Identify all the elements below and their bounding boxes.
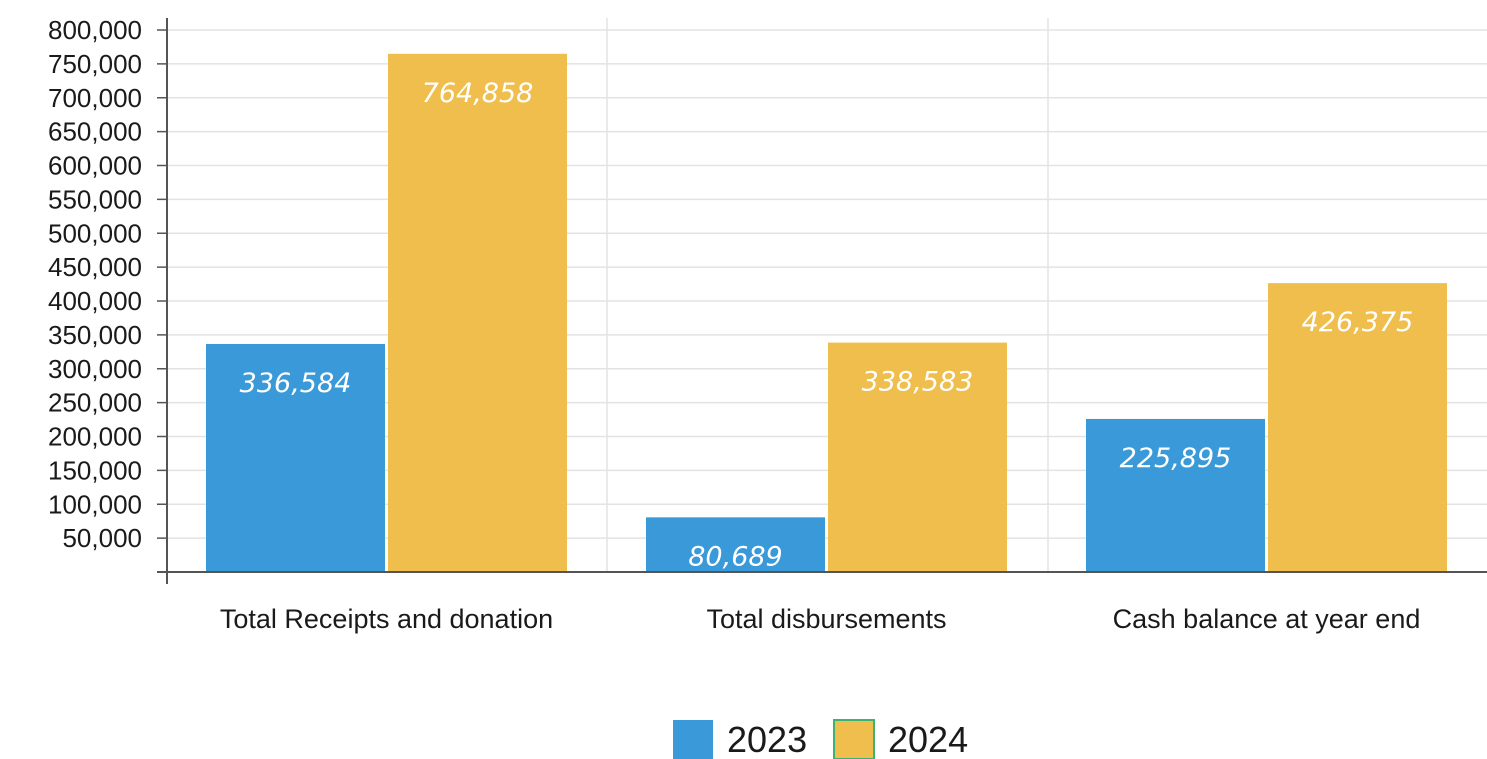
y-tick-label: 700,000 bbox=[48, 83, 142, 113]
bar-2023-2 bbox=[1086, 418, 1265, 572]
axis-layer bbox=[157, 18, 1487, 584]
data-label: 426,375 bbox=[1302, 307, 1414, 338]
y-tick-label: 300,000 bbox=[48, 354, 142, 384]
y-tick-label: 150,000 bbox=[48, 455, 142, 485]
legend-label-2023: 2023 bbox=[727, 719, 807, 759]
legend: 2023 2024 bbox=[673, 719, 968, 759]
legend-label-2024: 2024 bbox=[888, 719, 968, 759]
y-tick-label: 50,000 bbox=[62, 523, 142, 553]
bar-2023-1 bbox=[646, 517, 825, 572]
x-tick-label: Total disbursements bbox=[706, 604, 946, 634]
y-tick-label: 350,000 bbox=[48, 320, 142, 350]
y-tick-label: 400,000 bbox=[48, 286, 142, 316]
data-label: 80,689 bbox=[688, 541, 782, 572]
data-label: 225,895 bbox=[1120, 443, 1232, 474]
data-label: 336,584 bbox=[240, 368, 352, 399]
y-tick-label: 600,000 bbox=[48, 151, 142, 181]
bar-2024-1 bbox=[828, 342, 1007, 572]
y-tick-label: 100,000 bbox=[48, 489, 142, 519]
x-tick-label: Total Receipts and donation bbox=[220, 604, 553, 634]
bar-2024-0 bbox=[388, 53, 567, 572]
y-tick-label: 500,000 bbox=[48, 218, 142, 248]
bars-layer bbox=[206, 53, 1447, 572]
data-label: 764,858 bbox=[422, 78, 534, 109]
y-tick-label: 550,000 bbox=[48, 184, 142, 214]
y-tick-label: 250,000 bbox=[48, 388, 142, 418]
legend-swatch-2024 bbox=[833, 719, 875, 759]
y-tick-label: 750,000 bbox=[48, 49, 142, 79]
grid-layer bbox=[167, 18, 1487, 572]
bar-2024-2 bbox=[1268, 283, 1447, 572]
y-tick-label: 450,000 bbox=[48, 252, 142, 282]
x-tick-label: Cash balance at year end bbox=[1113, 604, 1421, 634]
data-label: 338,583 bbox=[862, 367, 974, 398]
bar-2023-0 bbox=[206, 343, 385, 572]
legend-swatch-2023 bbox=[673, 720, 713, 759]
y-tick-label: 650,000 bbox=[48, 117, 142, 147]
y-tick-label: 800,000 bbox=[48, 15, 142, 45]
y-tick-label: 200,000 bbox=[48, 422, 142, 452]
